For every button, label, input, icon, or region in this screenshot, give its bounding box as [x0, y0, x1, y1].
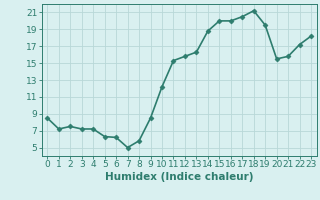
X-axis label: Humidex (Indice chaleur): Humidex (Indice chaleur)	[105, 172, 253, 182]
